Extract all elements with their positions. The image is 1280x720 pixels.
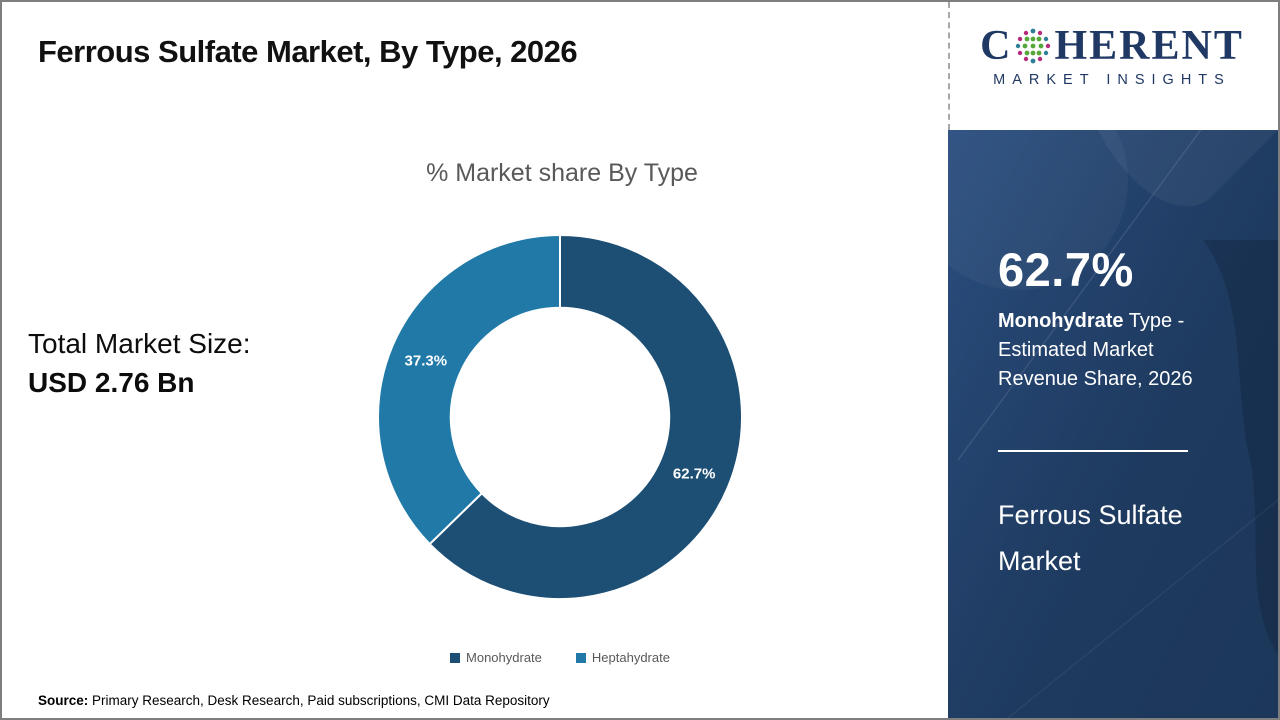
stat-description-bold: Monohydrate bbox=[998, 310, 1124, 332]
donut-chart: 62.7% 37.3% bbox=[370, 227, 750, 607]
highlight-sidebar: 62.7% Monohydrate Type - Estimated Marke… bbox=[948, 130, 1278, 718]
legend-swatch-heptahydrate bbox=[575, 652, 586, 663]
coherent-market-insights-logo: C bbox=[974, 22, 1250, 88]
chart-title: % Market share By Type bbox=[426, 159, 698, 187]
total-market-size-label: Total Market Size: bbox=[28, 328, 251, 359]
stat-description: Monohydrate Type - Estimated Market Reve… bbox=[998, 307, 1213, 394]
logo-word-end: HERENT bbox=[1054, 23, 1244, 69]
donut-chart-svg: 62.7% 37.3% bbox=[377, 233, 743, 600]
chart-legend: Monohydrate Heptahydrate bbox=[370, 650, 750, 665]
donut-slice-heptahydrate bbox=[377, 233, 561, 546]
legend-label-heptahydrate: Heptahydrate bbox=[591, 650, 670, 665]
stat-value: 62.7% bbox=[998, 243, 1134, 296]
dotted-globe-icon bbox=[1016, 28, 1051, 64]
legend-item-monohydrate: Monohydrate bbox=[450, 650, 542, 665]
source-label: Source: bbox=[38, 693, 89, 708]
legend-item-heptahydrate: Heptahydrate bbox=[575, 650, 670, 665]
header-dashed-divider bbox=[948, 2, 950, 130]
sidebar-content: 62.7% Monohydrate Type - Estimated Marke… bbox=[948, 130, 1278, 584]
source-citation: Source: Primary Research, Desk Research,… bbox=[38, 693, 550, 708]
page-title: Ferrous Sulfate Market, By Type, 2026 bbox=[38, 34, 578, 69]
legend-swatch-monohydrate bbox=[450, 652, 461, 663]
slice-data-label-monohydrate: 62.7% bbox=[673, 466, 716, 483]
source-text: Primary Research, Desk Research, Paid su… bbox=[88, 693, 550, 708]
logo-word-start: C bbox=[980, 23, 1013, 69]
sidebar-divider-line bbox=[998, 450, 1188, 452]
logo-wordmark: C bbox=[974, 22, 1250, 70]
donut-slice-monohydrate bbox=[428, 233, 743, 600]
sidebar-product-name: Ferrous Sulfate Market bbox=[998, 500, 1183, 576]
total-market-size-value: USD 2.76 Bn bbox=[28, 367, 195, 398]
slice-data-label-heptahydrate: 37.3% bbox=[405, 352, 448, 369]
logo-subtitle: MARKET INSIGHTS bbox=[993, 72, 1231, 88]
total-market-size-block: Total Market Size: USD 2.76 Bn bbox=[28, 328, 251, 399]
stat-description-rest: Type - Estimated Market Revenue Share, 2… bbox=[998, 310, 1193, 390]
legend-label-monohydrate: Monohydrate bbox=[466, 650, 542, 665]
